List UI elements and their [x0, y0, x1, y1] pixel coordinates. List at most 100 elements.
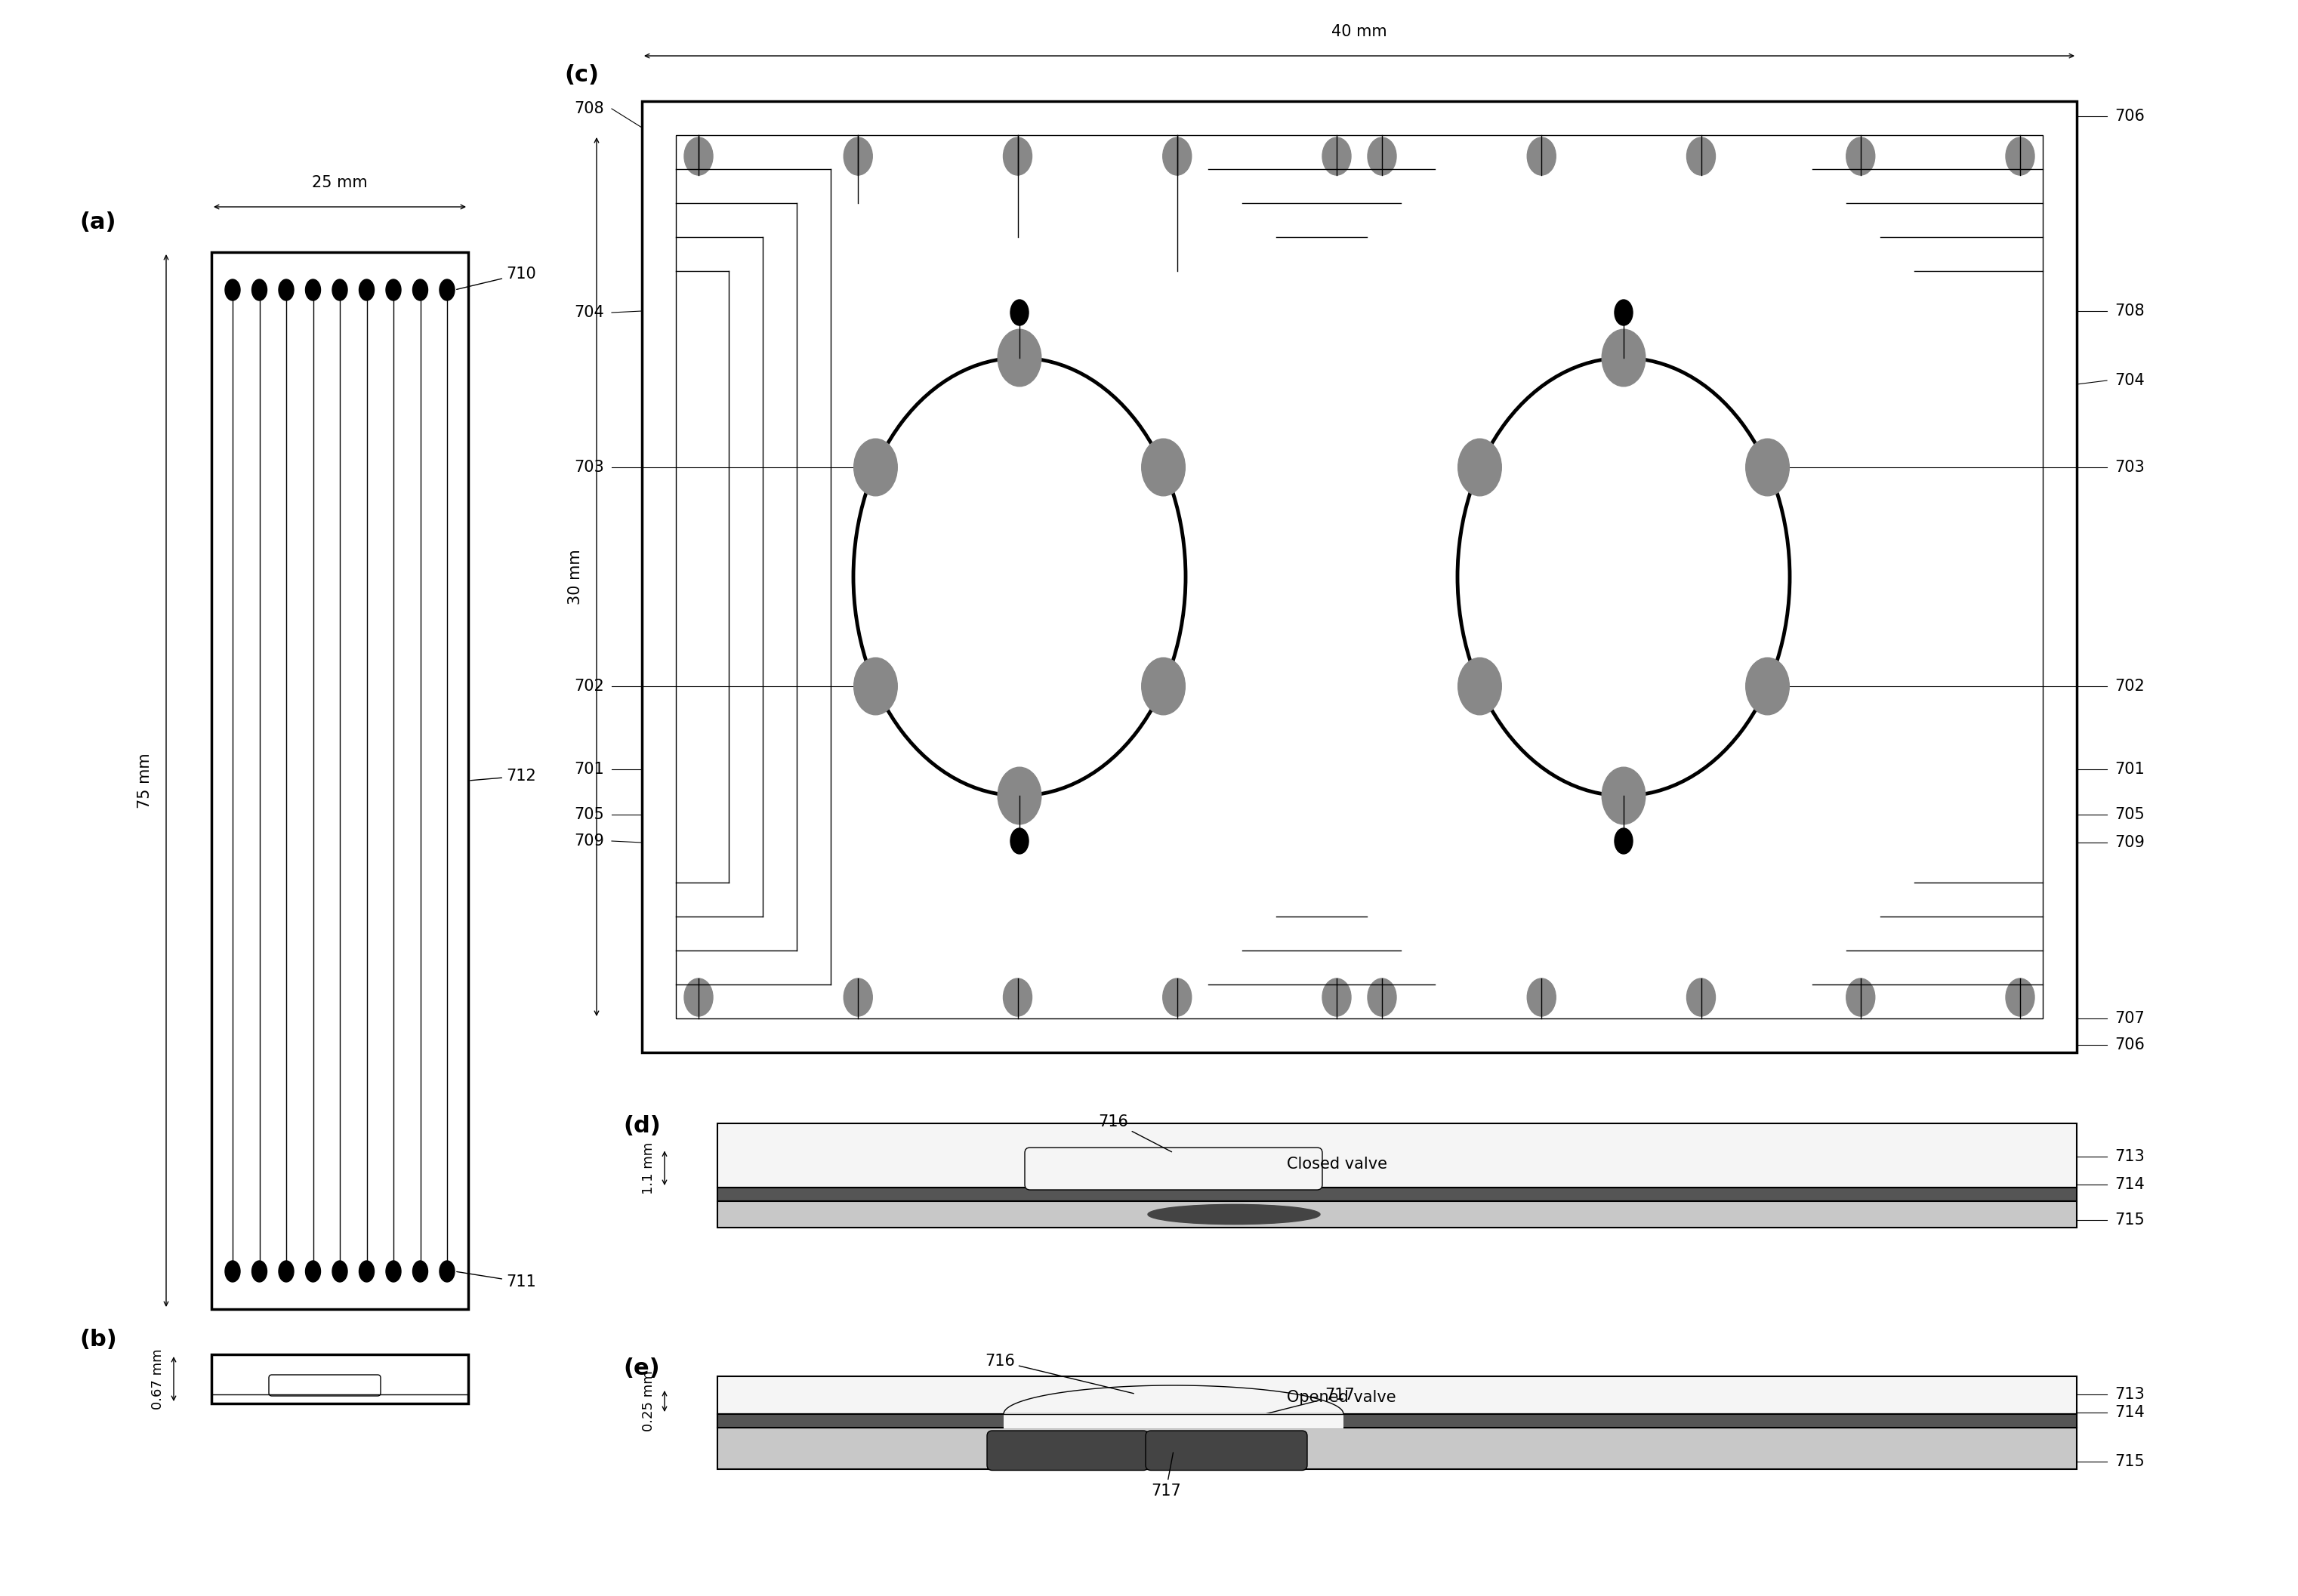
Text: 0.25 mm: 0.25 mm	[641, 1371, 655, 1432]
Ellipse shape	[843, 978, 873, 1017]
Ellipse shape	[1746, 439, 1790, 496]
Bar	[717, 1414, 2077, 1428]
Ellipse shape	[1149, 1205, 1319, 1224]
Ellipse shape	[278, 1261, 294, 1282]
Text: Closed valve: Closed valve	[1287, 1156, 1388, 1171]
Ellipse shape	[1321, 137, 1351, 176]
Text: 716: 716	[986, 1353, 1133, 1393]
Text: 75 mm: 75 mm	[138, 753, 152, 809]
Ellipse shape	[1528, 137, 1556, 176]
Text: (c): (c)	[563, 64, 600, 86]
Text: 704: 704	[574, 305, 604, 321]
Text: 703: 703	[574, 460, 604, 476]
Ellipse shape	[1142, 439, 1186, 496]
Bar	[717, 1202, 2077, 1227]
Ellipse shape	[414, 279, 427, 300]
Ellipse shape	[1321, 978, 1351, 1017]
Ellipse shape	[1367, 978, 1397, 1017]
Ellipse shape	[1163, 978, 1190, 1017]
Ellipse shape	[1367, 137, 1397, 176]
Ellipse shape	[1687, 978, 1714, 1017]
FancyBboxPatch shape	[1025, 1148, 1321, 1191]
Text: 715: 715	[2114, 1454, 2144, 1470]
Bar	[1004, 1414, 1344, 1428]
Ellipse shape	[358, 279, 375, 300]
Text: 709: 709	[574, 833, 604, 849]
Text: 717: 717	[1213, 1387, 1354, 1427]
Ellipse shape	[1163, 137, 1190, 176]
Text: 0.67 mm: 0.67 mm	[152, 1349, 165, 1409]
Ellipse shape	[439, 1261, 455, 1282]
Bar	[211, 252, 469, 1309]
Ellipse shape	[386, 1261, 400, 1282]
Text: Opened valve: Opened valve	[1287, 1390, 1397, 1404]
Ellipse shape	[306, 1261, 322, 1282]
Ellipse shape	[843, 137, 873, 176]
Ellipse shape	[439, 279, 455, 300]
Text: 709: 709	[2114, 835, 2144, 851]
Ellipse shape	[253, 1261, 267, 1282]
Ellipse shape	[997, 768, 1041, 824]
Text: 713: 713	[2114, 1149, 2144, 1163]
Bar	[641, 101, 2077, 1052]
Text: 705: 705	[2114, 808, 2144, 822]
Ellipse shape	[1602, 768, 1645, 824]
Ellipse shape	[1687, 137, 1714, 176]
FancyBboxPatch shape	[1147, 1430, 1308, 1470]
Text: 715: 715	[2114, 1213, 2144, 1227]
Bar	[717, 1428, 2077, 1470]
Text: 705: 705	[574, 808, 604, 822]
Text: (a): (a)	[80, 211, 117, 233]
Text: 711: 711	[457, 1272, 535, 1290]
Text: 701: 701	[574, 761, 604, 777]
Ellipse shape	[1845, 978, 1875, 1017]
Ellipse shape	[333, 279, 347, 300]
Text: 717: 717	[1151, 1452, 1181, 1499]
Ellipse shape	[1011, 300, 1030, 326]
Text: 713: 713	[2114, 1387, 2144, 1401]
FancyBboxPatch shape	[988, 1430, 1149, 1470]
Ellipse shape	[225, 279, 241, 300]
Ellipse shape	[278, 279, 294, 300]
Ellipse shape	[358, 1261, 375, 1282]
Text: (d): (d)	[623, 1116, 662, 1138]
Text: 702: 702	[574, 678, 604, 694]
Bar	[717, 1376, 2077, 1414]
Ellipse shape	[333, 1261, 347, 1282]
Text: 30 mm: 30 mm	[568, 549, 584, 605]
Ellipse shape	[2006, 137, 2034, 176]
Text: 25 mm: 25 mm	[313, 176, 368, 190]
Ellipse shape	[685, 137, 712, 176]
Text: 702: 702	[2114, 678, 2144, 694]
Text: 712: 712	[471, 769, 535, 784]
Ellipse shape	[855, 658, 896, 715]
Ellipse shape	[997, 329, 1041, 386]
Ellipse shape	[225, 1261, 241, 1282]
Ellipse shape	[1746, 658, 1790, 715]
Bar	[676, 136, 2043, 1018]
Text: 40 mm: 40 mm	[1331, 24, 1388, 40]
Text: (e): (e)	[623, 1358, 660, 1379]
Ellipse shape	[1615, 828, 1632, 854]
Ellipse shape	[1457, 658, 1501, 715]
Ellipse shape	[1528, 978, 1556, 1017]
Ellipse shape	[2006, 978, 2034, 1017]
Ellipse shape	[1004, 978, 1032, 1017]
Ellipse shape	[414, 1261, 427, 1282]
Text: 708: 708	[2114, 303, 2144, 319]
Text: 716: 716	[1098, 1114, 1172, 1152]
Bar	[717, 1414, 2077, 1428]
Text: 706: 706	[2114, 1037, 2144, 1052]
Ellipse shape	[306, 279, 322, 300]
Ellipse shape	[1142, 658, 1186, 715]
Ellipse shape	[685, 978, 712, 1017]
Text: 707: 707	[2114, 1010, 2144, 1026]
Text: 708: 708	[574, 101, 604, 117]
Ellipse shape	[1615, 300, 1632, 326]
Text: 706: 706	[2114, 109, 2144, 124]
Ellipse shape	[1845, 137, 1875, 176]
Text: 703: 703	[2114, 460, 2144, 476]
Text: 714: 714	[2114, 1404, 2144, 1420]
Ellipse shape	[1011, 828, 1030, 854]
Text: 1.1 mm: 1.1 mm	[641, 1143, 655, 1194]
